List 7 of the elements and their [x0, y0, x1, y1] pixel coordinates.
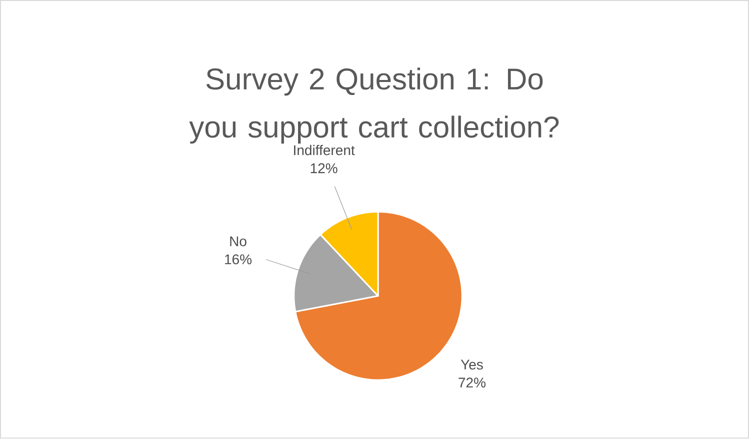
slice-label: Yes [460, 360, 483, 370]
data-label: 12% [310, 163, 338, 174]
data-label: 16% [225, 254, 252, 265]
slice-label: Indifferent [294, 145, 355, 156]
data-label: 72% [458, 378, 486, 388]
slice-label: No [230, 236, 246, 246]
chart-title: Survey 2 Question 1: Do you support cart collection? [189, 68, 559, 144]
